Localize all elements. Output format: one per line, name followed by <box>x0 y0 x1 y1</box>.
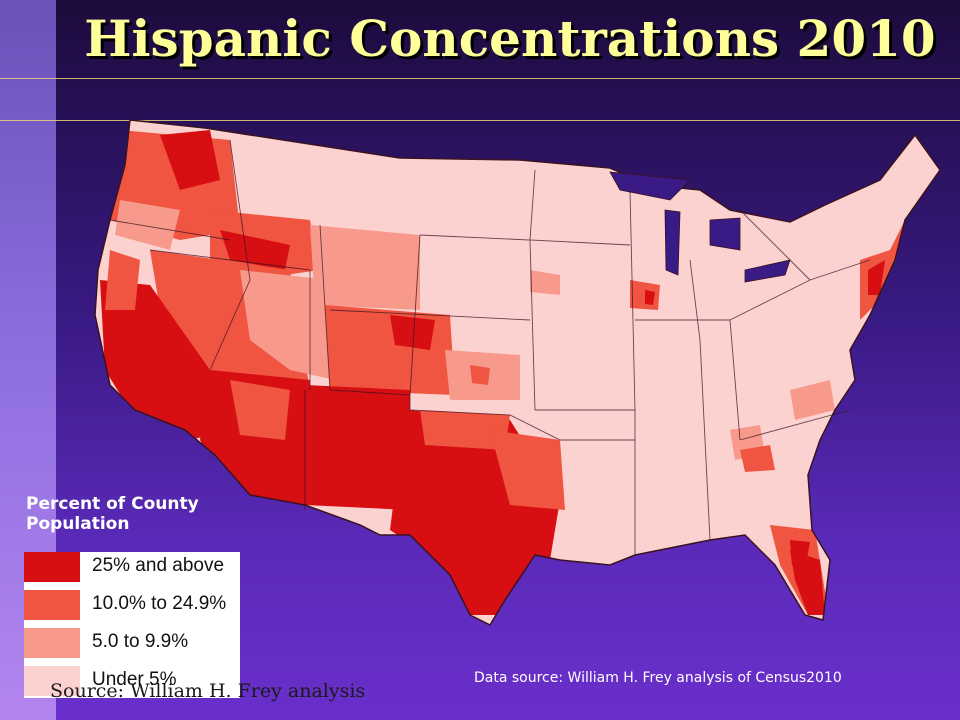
legend-swatch <box>24 666 80 696</box>
northern-california-region <box>105 250 140 310</box>
great-lakes <box>609 171 791 283</box>
colorado-region <box>325 305 455 395</box>
atlanta-region <box>740 445 775 472</box>
legend-swatch <box>24 590 80 620</box>
carolina-patch-region <box>790 380 835 420</box>
legend-swatch <box>24 552 80 582</box>
slide-title: Hispanic Concentrations 2010 <box>84 9 936 68</box>
legend: 25% and above 10.0% to 24.9% 5.0 to 9.9%… <box>24 552 240 698</box>
legend-label: 10.0% to 24.9% <box>92 593 227 614</box>
east-texas-region <box>490 430 565 510</box>
denver-high-region <box>390 315 435 350</box>
legend-item-under-5: Under 5% <box>24 666 240 696</box>
data-source-citation: Data source: William H. Frey analysis of… <box>474 670 842 686</box>
wyoming-region <box>310 225 420 310</box>
california-high-region <box>100 280 230 440</box>
source-citation-left: Source: William H. Frey analysis <box>50 680 366 702</box>
legend-swatch <box>24 628 80 658</box>
northern-arizona-region <box>230 380 290 440</box>
utah-region <box>240 270 335 380</box>
legend-label: 5.0 to 9.9% <box>92 631 189 652</box>
nebraska-patch-region <box>530 270 560 295</box>
legend-title-line2: Population <box>26 514 130 534</box>
title-rule-bottom <box>0 120 960 121</box>
us-outline <box>94 119 941 626</box>
legend-title: Percent of County Population <box>26 494 266 534</box>
snake-river-region <box>220 230 290 270</box>
lake-superior <box>609 171 691 201</box>
oregon-low-region <box>115 200 180 250</box>
legend-item-25-and-above: 25% and above <box>24 552 240 582</box>
state-boundaries <box>109 139 871 555</box>
sw-kansas-region <box>470 365 490 385</box>
legend-item-10-to-24-9: 10.0% to 24.9% <box>24 590 240 620</box>
new-mexico-region <box>305 385 410 510</box>
legend-label: 25% and above <box>92 555 225 576</box>
nyc-region <box>868 260 885 295</box>
lake-michigan <box>664 209 681 276</box>
lake-huron <box>709 217 741 251</box>
texas-panhandle-region <box>420 410 510 450</box>
legend-label: Under 5% <box>92 669 177 690</box>
legend-item-5-to-9-9: 5.0 to 9.9% <box>24 628 240 658</box>
legend-title-line1: Percent of County <box>26 494 199 514</box>
orlando-region <box>790 540 810 570</box>
us-county-map <box>94 119 941 626</box>
chicago-core-region <box>645 290 655 305</box>
washington-high-region <box>160 130 220 190</box>
title-rule-top <box>0 78 960 79</box>
lake-erie <box>744 259 791 283</box>
